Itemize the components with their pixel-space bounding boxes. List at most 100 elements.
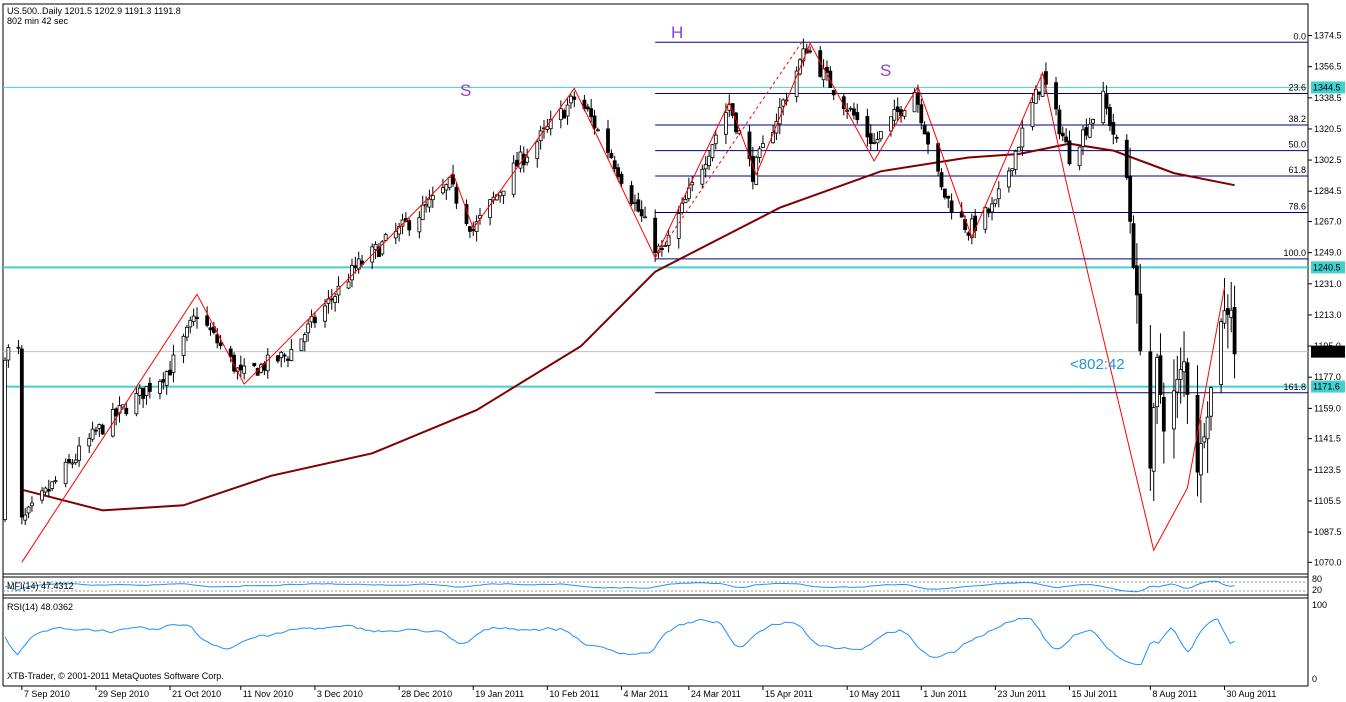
candle-body (619, 173, 624, 184)
candle-body (1222, 310, 1227, 324)
candle-body (43, 487, 48, 493)
candle-body (114, 408, 119, 417)
candle-body (700, 168, 705, 185)
date-tick-label: 15 Jul 2011 (1072, 689, 1118, 699)
candle-body (205, 315, 210, 326)
candle-body (383, 234, 388, 241)
candle-body (595, 129, 600, 132)
fib-level-label: 38.2 (1288, 114, 1306, 124)
candle-body (633, 201, 637, 204)
moving-average (21, 142, 1235, 512)
candle-body (808, 50, 813, 53)
mfi-tick-80: 80 (1312, 574, 1322, 584)
candle-body (996, 188, 1001, 200)
fib-level-label: 0.0 (1293, 31, 1306, 41)
candle-body (936, 143, 941, 172)
candle-body (828, 70, 833, 88)
level-price-label: 1344.5 (1313, 82, 1341, 92)
fib-level-label: 61.8 (1288, 165, 1306, 175)
zigzag (21, 39, 1225, 563)
candle-body (609, 153, 614, 159)
candle-body (1232, 307, 1237, 355)
candle-body (215, 334, 220, 344)
candle-body (868, 133, 873, 144)
candle-body (168, 369, 172, 376)
candle-body (852, 108, 856, 116)
date-tick-label: 28 Dec 2010 (401, 689, 452, 699)
candle-body (939, 172, 944, 188)
candle-body (653, 217, 658, 253)
price-tick-label: 1374.5 (1314, 31, 1342, 41)
indicator-lines (4, 580, 1235, 666)
candle-body (90, 428, 95, 440)
candle-body (1185, 362, 1190, 395)
date-axis: 7 Sep 2010 29 Sep 2010 21 Oct 2010 11 Nov 2… (21, 686, 1276, 699)
candle-body (208, 327, 213, 331)
candle-body (525, 156, 530, 163)
candle-body (16, 346, 21, 349)
candle-body (1134, 265, 1139, 296)
price-tick-label: 1284.5 (1314, 186, 1342, 196)
date-tick-label: 1 Jun 2011 (923, 689, 967, 699)
candle-body (680, 202, 685, 213)
candle-body (1178, 369, 1183, 380)
price-tick-label: 1159.0 (1314, 403, 1341, 413)
candle-body (313, 316, 317, 324)
candle-body (447, 176, 452, 189)
fib-level-label: 50.0 (1288, 140, 1306, 150)
candle-body (1054, 82, 1058, 110)
candle-body (346, 281, 351, 289)
candle-body (1124, 139, 1129, 178)
candle-body (87, 438, 92, 447)
level-price-box (1311, 380, 1345, 393)
candle-body (757, 148, 762, 158)
candle-body (40, 490, 44, 501)
price-tick-label: 1105.5 (1314, 496, 1341, 506)
candle-body (218, 342, 223, 347)
candle-body (990, 203, 994, 213)
candle-body (922, 125, 927, 135)
candle-body (1111, 122, 1116, 135)
level-price-box (1311, 81, 1345, 94)
fib-level-label: 161.8 (1283, 382, 1306, 392)
candle-body (889, 116, 893, 132)
date-tick-label: 3 Dec 2010 (317, 689, 363, 699)
candle-body (1138, 293, 1143, 352)
candle-body (1128, 176, 1133, 222)
candle-body (683, 199, 688, 204)
candle-body (926, 132, 930, 145)
candle-body (1155, 357, 1159, 408)
fibonacci-retracement[interactable]: 0.0 23.6 38.2 50.0 61.8 78.6 100.0 161.8 (655, 31, 1308, 394)
candle-body (441, 187, 445, 194)
candle-body (380, 241, 385, 255)
candle-body (818, 50, 823, 77)
candle-body (23, 514, 28, 521)
candle-body (569, 95, 573, 104)
candle-body (181, 335, 186, 356)
horizontal-levels: 1344.5 1240.5 1171.6 (3, 81, 1345, 393)
candle-body (565, 104, 570, 117)
candle-body (713, 134, 718, 145)
candle-body (535, 141, 540, 159)
candle-body (589, 108, 594, 118)
candle-body (1091, 119, 1095, 124)
date-tick-label: 24 Mar 2011 (691, 689, 741, 699)
date-tick-label: 10 May 2011 (849, 689, 900, 699)
candle-body (94, 429, 98, 432)
candle-body (572, 96, 577, 100)
candle-body (1108, 107, 1112, 127)
candle-body (289, 349, 294, 361)
candle-body (710, 144, 715, 159)
candle-body (1017, 146, 1021, 152)
candle-body (1067, 140, 1072, 165)
candle-body (299, 338, 304, 352)
candle-body (191, 315, 196, 322)
date-tick-label: 30 Aug 2011 (1226, 689, 1276, 699)
candle-body (724, 112, 728, 135)
candle-body (147, 382, 152, 392)
candle-body (134, 393, 139, 415)
candle-body (730, 103, 735, 116)
level-price-label: 1171.6 (1313, 382, 1340, 392)
candle-body (70, 462, 75, 465)
